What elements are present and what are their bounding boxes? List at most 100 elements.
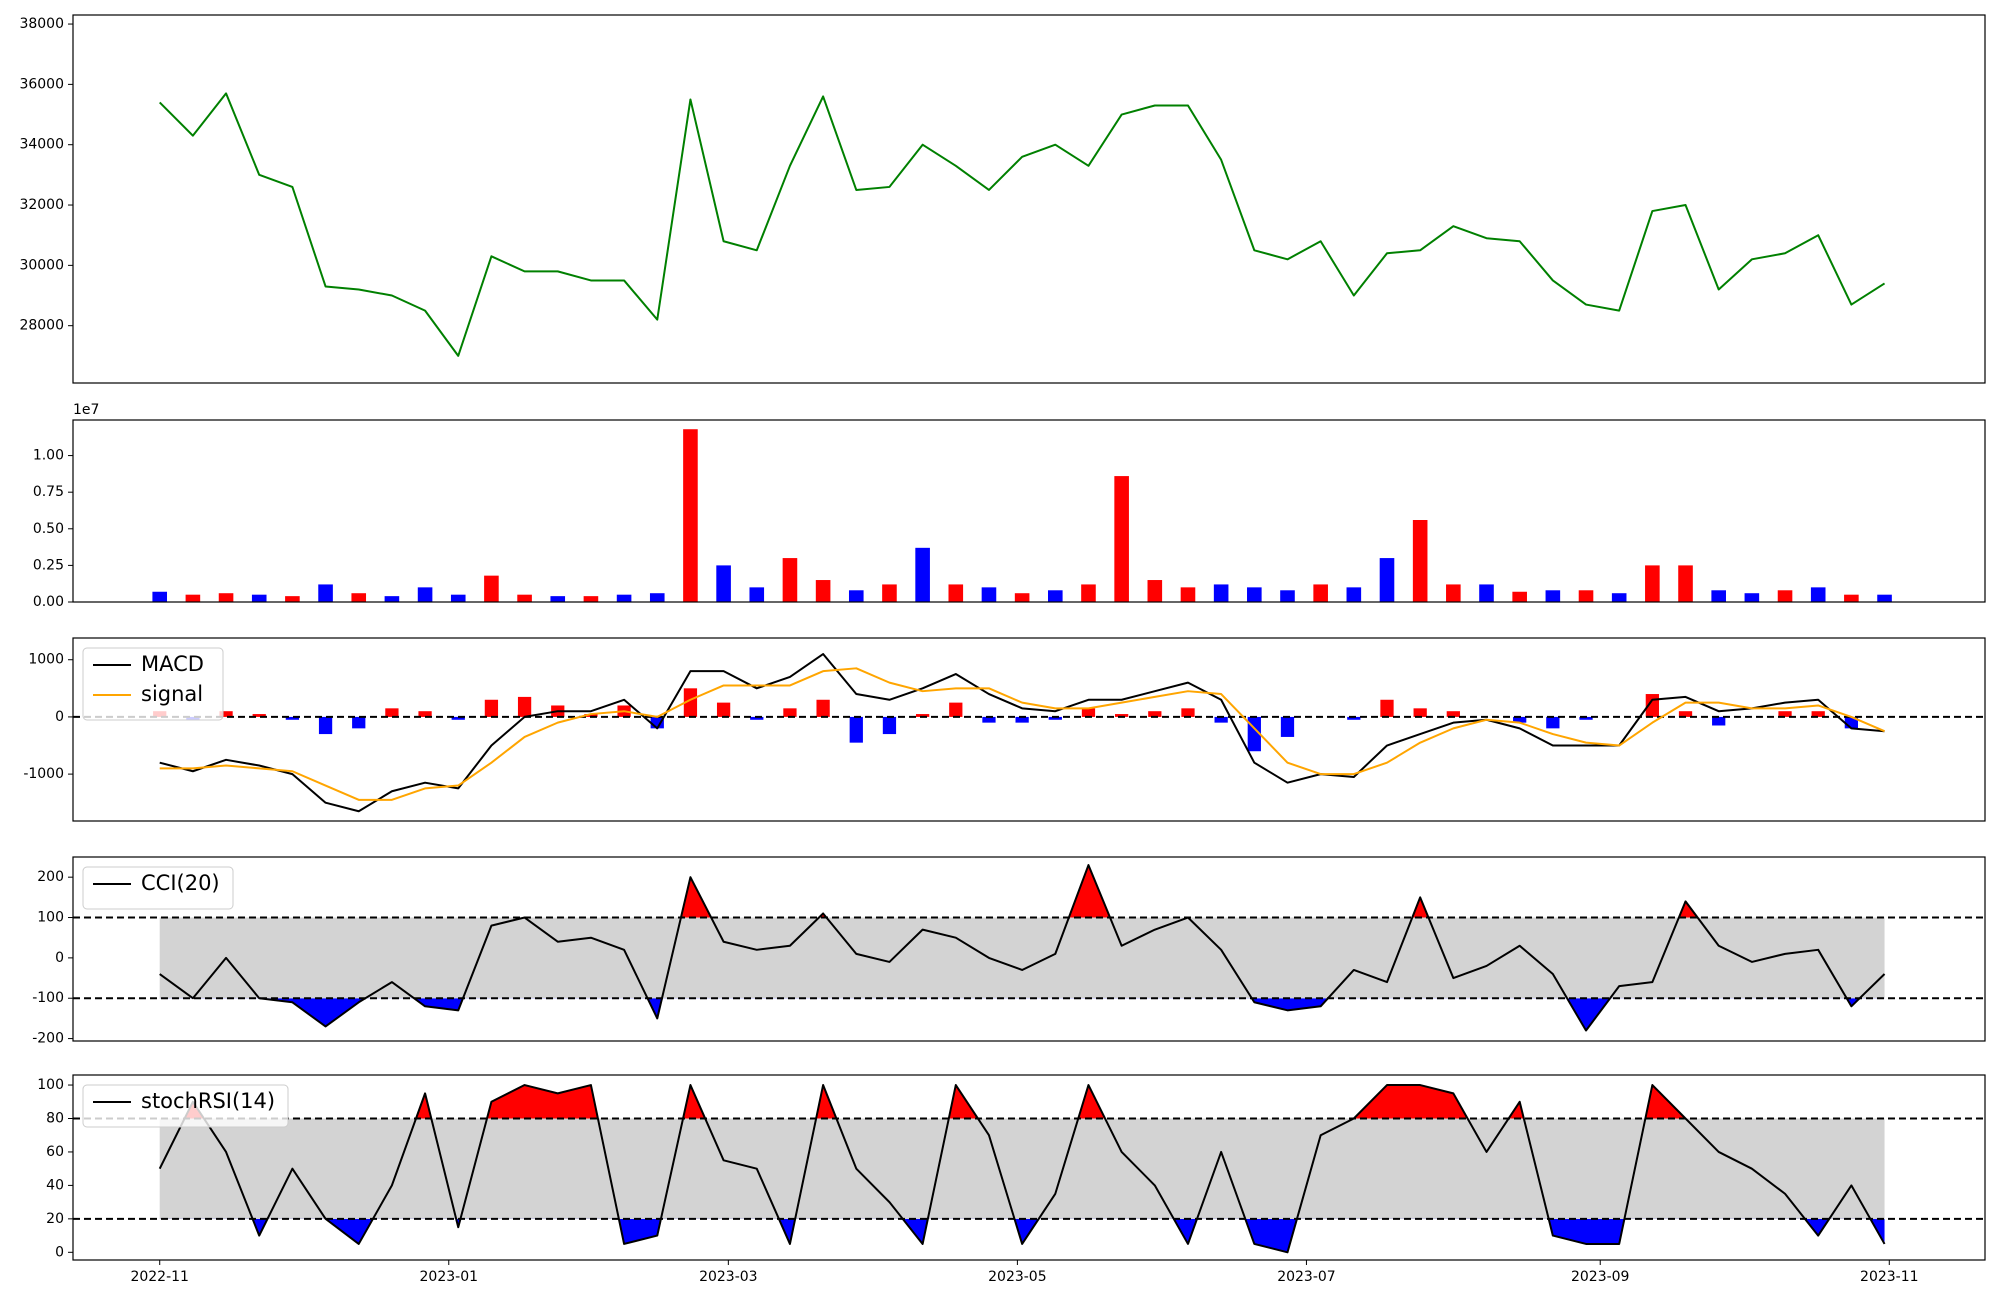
bar — [251, 594, 267, 602]
plot-frame — [72, 1074, 1986, 1261]
histogram-bar — [716, 702, 731, 717]
bar — [1412, 520, 1428, 602]
bar — [1578, 590, 1594, 602]
bar — [1180, 587, 1196, 602]
bar — [1313, 584, 1328, 602]
histogram-bar — [949, 702, 963, 717]
bar — [1545, 590, 1561, 602]
bar — [1081, 584, 1096, 602]
bar — [1379, 558, 1395, 602]
bar — [285, 596, 300, 602]
bar — [1810, 587, 1826, 602]
y-tick-label: 0.00 — [33, 594, 64, 610]
bar — [384, 596, 400, 602]
bar — [1711, 590, 1726, 602]
bar — [318, 584, 333, 602]
y-tick-label: -1000 — [23, 766, 64, 782]
bar — [1048, 590, 1063, 602]
bar — [1346, 587, 1362, 602]
y-tick-label: 0.75 — [33, 484, 64, 500]
line — [158, 1084, 1886, 1254]
y-tick-label: 28000 — [19, 318, 64, 334]
histogram-bar — [1513, 716, 1527, 723]
bar — [1213, 584, 1229, 602]
bar — [948, 584, 964, 602]
bar — [1280, 590, 1295, 602]
y-tick-label: 40 — [46, 1177, 64, 1193]
bar — [683, 429, 698, 602]
histogram-bar — [1380, 699, 1394, 717]
bar — [1014, 593, 1030, 602]
y-tick-label: -200 — [32, 1031, 64, 1047]
histogram-bar — [783, 708, 797, 717]
histogram-bar — [882, 716, 897, 735]
legend: CCI(20) — [82, 866, 234, 910]
histogram-bar — [451, 716, 465, 720]
histogram-bar — [385, 708, 399, 717]
y-tick-label: 0.25 — [33, 557, 64, 573]
bar — [616, 594, 632, 602]
bar — [152, 591, 168, 602]
panel: 0.00 0.25 0.50 0.75 1.00 1e7 — [33, 402, 1986, 610]
bar — [1147, 580, 1163, 602]
y-tick-label: 0 — [55, 1244, 64, 1260]
bar — [1512, 591, 1527, 602]
y-tick-label: 34000 — [19, 137, 64, 153]
bar — [185, 594, 201, 602]
plot-frame — [72, 856, 1986, 1042]
y-tick-label: 0 — [55, 950, 64, 966]
y-tick-label: 30000 — [19, 257, 64, 273]
x-tick-label: 2023-11 — [1860, 1269, 1919, 1285]
bar — [782, 558, 798, 602]
bar — [915, 547, 930, 602]
neutral-band — [159, 917, 1885, 999]
histogram-bar — [982, 716, 996, 723]
histogram-bar — [750, 716, 764, 720]
histogram-bar — [1678, 711, 1693, 717]
histogram-bar — [1844, 716, 1859, 729]
bar — [417, 587, 433, 602]
y-tick-label: 0 — [55, 709, 64, 725]
panel: -200 -100 0 100 200 CCI(20) — [32, 856, 1986, 1047]
line — [159, 864, 1886, 1032]
histogram-bar — [1778, 711, 1792, 717]
bar — [1645, 565, 1660, 602]
line — [159, 92, 1886, 357]
bar — [351, 593, 367, 602]
histogram-bar — [1347, 716, 1361, 720]
histogram-bar — [1579, 716, 1593, 720]
histogram-bar — [418, 711, 432, 717]
offset-label: 1e7 — [73, 402, 99, 418]
legend-box — [82, 866, 234, 910]
bar — [981, 587, 997, 602]
bar — [484, 575, 499, 602]
x-tick-label: 2022-11 — [130, 1269, 189, 1285]
legend-label: MACD — [141, 652, 204, 676]
histogram-bar — [1546, 716, 1560, 729]
y-tick-label: 80 — [46, 1110, 64, 1126]
plot-frame — [72, 14, 1986, 384]
bar — [1678, 565, 1693, 602]
bar — [1114, 476, 1129, 602]
histogram-bar — [517, 696, 532, 717]
histogram-bar — [1811, 711, 1825, 717]
bar — [815, 580, 831, 602]
histogram-bar — [1280, 716, 1295, 737]
bar — [550, 596, 566, 602]
histogram-bar — [915, 714, 930, 717]
y-tick-label: 0.50 — [33, 521, 64, 537]
y-tick-label: 100 — [37, 1077, 64, 1093]
y-tick-label: 36000 — [19, 76, 64, 92]
x-tick-label: 2023-03 — [699, 1269, 758, 1285]
plot-frame — [72, 419, 1986, 603]
bar — [749, 587, 765, 602]
histogram-bar — [1712, 716, 1726, 726]
bar — [1446, 584, 1461, 602]
histogram-bar — [1214, 716, 1228, 723]
panel: 28000 30000 32000 34000 36000 38000 — [19, 14, 1986, 384]
y-tick-label: 1000 — [28, 652, 64, 668]
bar — [1479, 584, 1494, 602]
histogram-bar — [1181, 708, 1195, 717]
x-tick-label: 2023-05 — [988, 1269, 1047, 1285]
